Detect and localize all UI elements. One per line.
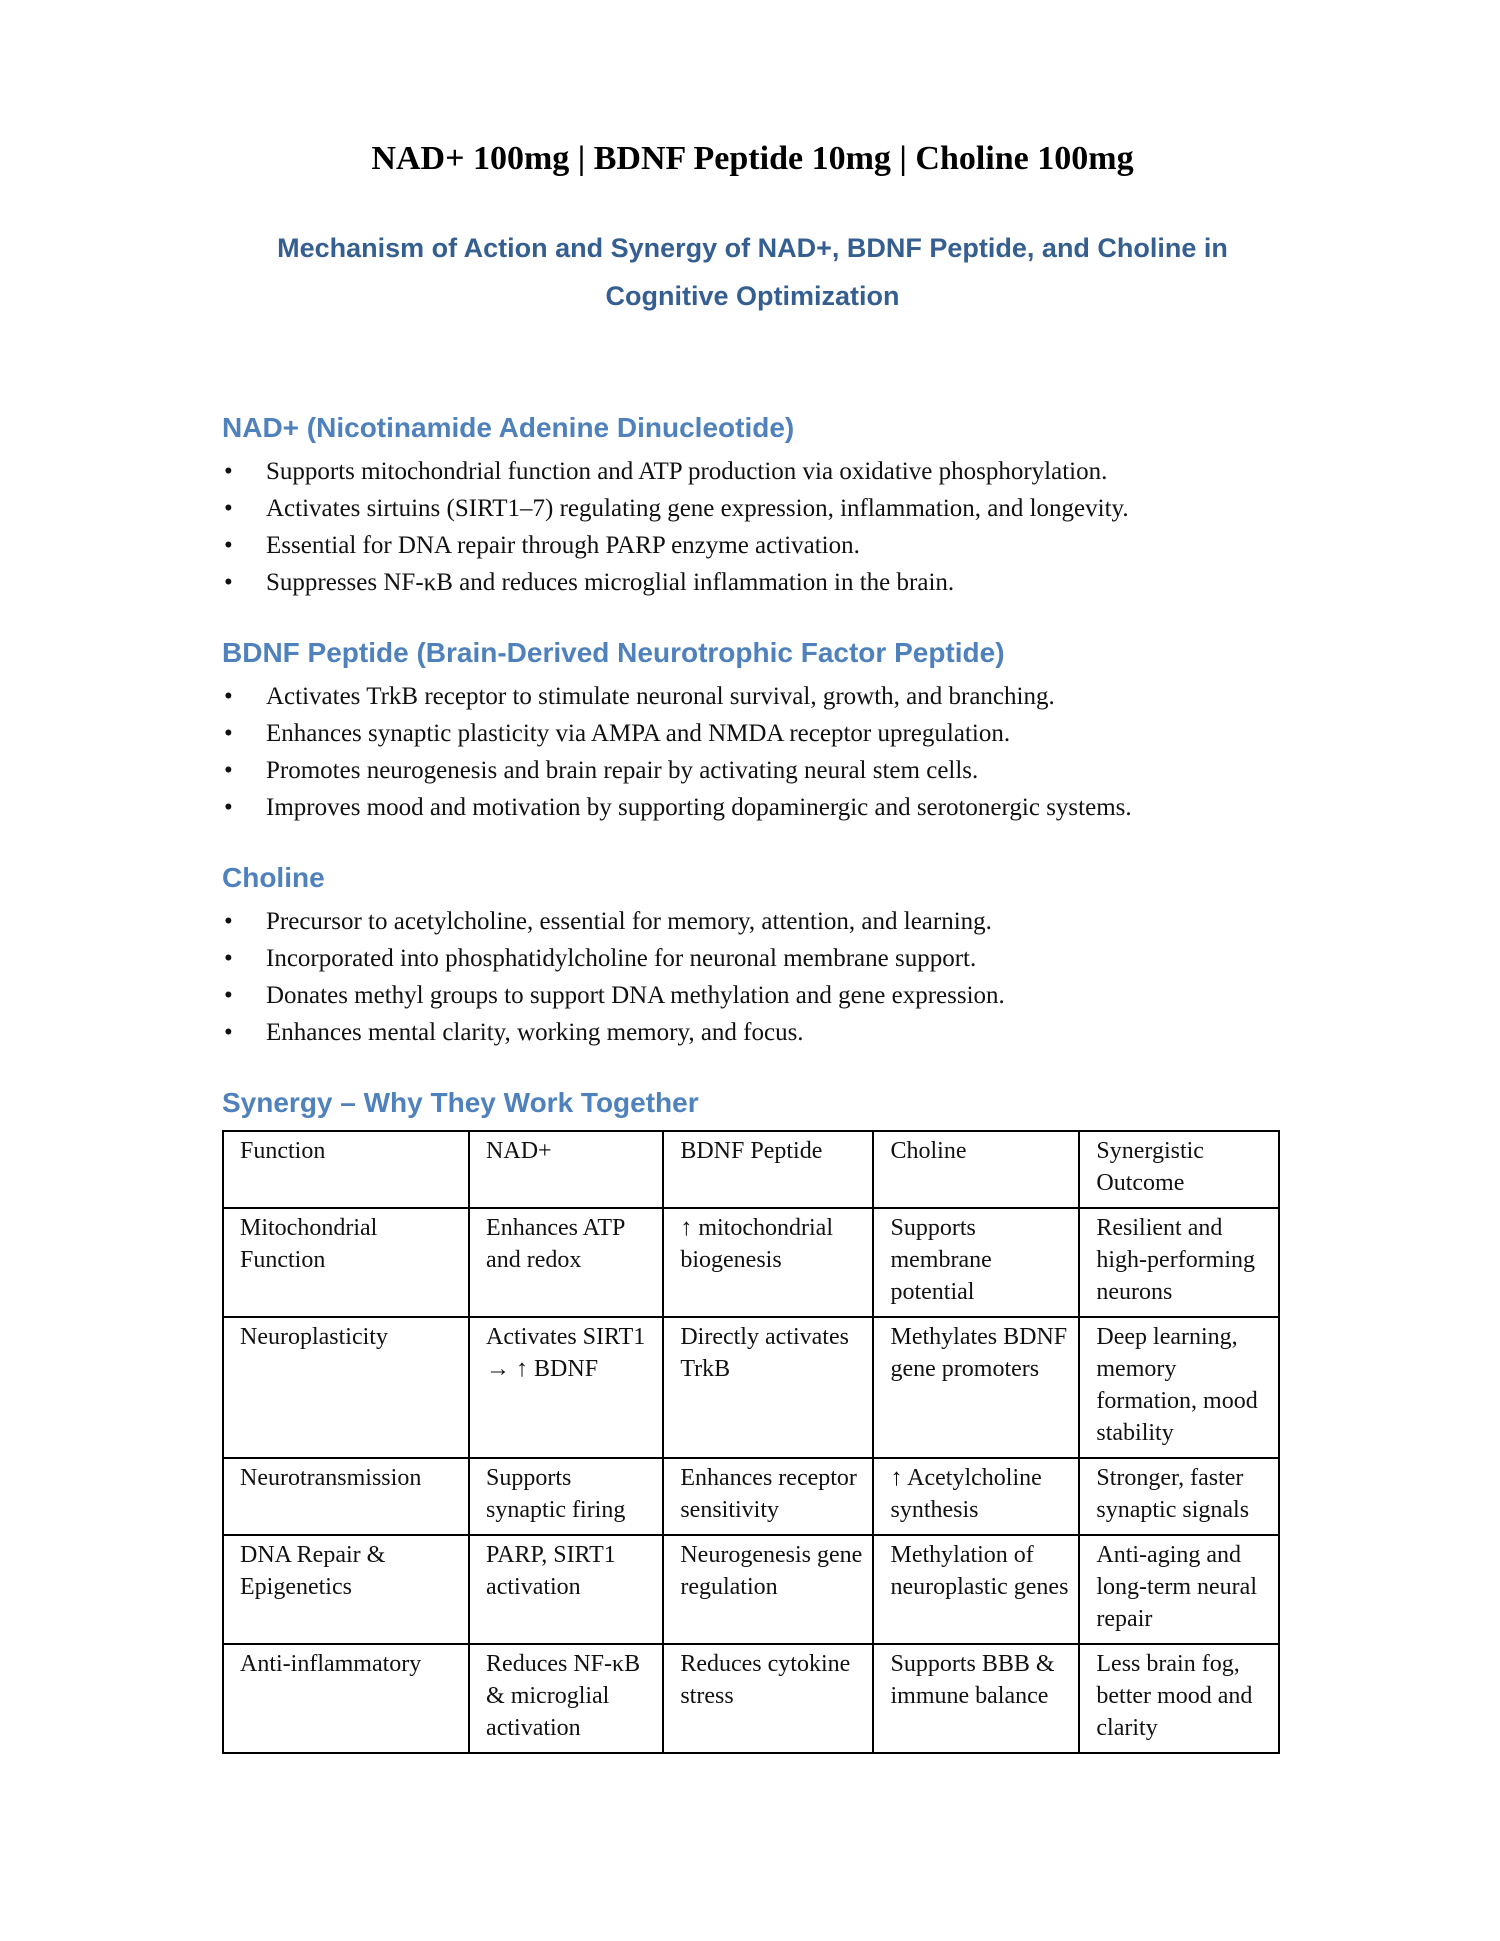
section-heading-choline: Choline — [222, 862, 325, 893]
header-cell-choline: Choline — [872, 1130, 1081, 1209]
table-row: Neuroplasticity Activates SIRT1 → ↑ BDNF… — [221, 1316, 1280, 1459]
bullet-item: Supports mitochondrial function and ATP … — [222, 453, 1283, 490]
section-synergy: Synergy – Why They Work Together Functio… — [221, 1087, 1283, 1754]
table-cell: Methylates BDNF gene promoters — [872, 1316, 1081, 1459]
table-cell: PARP, SIRT1 activation — [468, 1534, 665, 1645]
bullet-item: Promotes neurogenesis and brain repair b… — [222, 752, 1283, 789]
table-cell: Stronger, faster synaptic signals — [1078, 1457, 1280, 1536]
bullet-item: Precursor to acetylcholine, essential fo… — [222, 903, 1283, 940]
synergy-table-header: Function NAD+ BDNF Peptide Choline Syner… — [221, 1130, 1280, 1209]
table-cell: Directly activates TrkB — [662, 1316, 875, 1459]
table-cell: DNA Repair & Epigenetics — [221, 1534, 471, 1645]
bullet-item: Enhances mental clarity, working memory,… — [222, 1014, 1283, 1051]
header-cell-nad: NAD+ — [468, 1130, 665, 1209]
header-cell-function: Function — [221, 1130, 471, 1209]
table-cell: Activates SIRT1 → ↑ BDNF — [468, 1316, 665, 1459]
synergy-table-body: Mitochondrial Function Enhances ATP and … — [221, 1207, 1280, 1754]
table-cell: Reduces NF-κB & microglial activation — [468, 1643, 665, 1754]
bullet-item: Activates sirtuins (SIRT1–7) regulating … — [222, 490, 1283, 527]
synergy-table: Function NAD+ BDNF Peptide Choline Syner… — [221, 1130, 1280, 1754]
bullet-item: Incorporated into phosphatidylcholine fo… — [222, 940, 1283, 977]
table-cell: Less brain fog, better mood and clarity — [1078, 1643, 1280, 1754]
section-choline: Choline Precursor to acetylcholine, esse… — [222, 862, 1283, 1051]
nad-bullet-list: Supports mitochondrial function and ATP … — [222, 453, 1283, 601]
table-cell: Resilient and high-performing neurons — [1078, 1207, 1280, 1318]
table-row: Anti-inflammatory Reduces NF-κB & microg… — [221, 1643, 1280, 1754]
header-cell-outcome: Synergistic Outcome — [1078, 1130, 1280, 1209]
document-title: NAD+ 100mg | BDNF Peptide 10mg | Choline… — [371, 140, 1134, 177]
table-row: Neurotransmission Supports synaptic firi… — [221, 1457, 1280, 1536]
table-cell: Neurogenesis gene regulation — [662, 1534, 875, 1645]
table-cell: Supports membrane potential — [872, 1207, 1081, 1318]
table-cell: Neuroplasticity — [221, 1316, 471, 1459]
table-cell: Supports synaptic firing — [468, 1457, 665, 1536]
bullet-item: Improves mood and motivation by supporti… — [222, 789, 1283, 826]
table-cell: Enhances receptor sensitivity — [662, 1457, 875, 1536]
main-heading: Mechanism of Action and Synergy of NAD+,… — [277, 233, 1228, 311]
choline-bullet-list: Precursor to acetylcholine, essential fo… — [222, 903, 1283, 1051]
table-cell: Supports BBB & immune balance — [872, 1643, 1081, 1754]
table-header-row: Function NAD+ BDNF Peptide Choline Syner… — [221, 1130, 1280, 1209]
section-heading-synergy: Synergy – Why They Work Together — [222, 1087, 699, 1118]
section-heading-bdnf: BDNF Peptide (Brain-Derived Neurotrophic… — [222, 637, 1005, 668]
table-cell: Neurotransmission — [221, 1457, 471, 1536]
table-cell: Reduces cytokine stress — [662, 1643, 875, 1754]
bullet-item: Suppresses NF-κB and reduces microglial … — [222, 564, 1283, 601]
table-cell: Mitochondrial Function — [221, 1207, 471, 1318]
table-cell: ↑ mitochondrial biogenesis — [662, 1207, 875, 1318]
table-cell: Anti-inflammatory — [221, 1643, 471, 1754]
header-cell-bdnf: BDNF Peptide — [662, 1130, 875, 1209]
table-cell: ↑ Acetylcholine synthesis — [872, 1457, 1081, 1536]
bullet-item: Activates TrkB receptor to stimulate neu… — [222, 678, 1283, 715]
table-cell: Methylation of neuroplastic genes — [872, 1534, 1081, 1645]
bullet-item: Donates methyl groups to support DNA met… — [222, 977, 1283, 1014]
bdnf-bullet-list: Activates TrkB receptor to stimulate neu… — [222, 678, 1283, 826]
table-cell: Enhances ATP and redox — [468, 1207, 665, 1318]
bullet-item: Essential for DNA repair through PARP en… — [222, 527, 1283, 564]
section-nad: NAD+ (Nicotinamide Adenine Dinucleotide)… — [222, 412, 1283, 601]
section-heading-nad: NAD+ (Nicotinamide Adenine Dinucleotide) — [222, 412, 795, 443]
table-row: DNA Repair & Epigenetics PARP, SIRT1 act… — [221, 1534, 1280, 1645]
section-bdnf: BDNF Peptide (Brain-Derived Neurotrophic… — [222, 637, 1283, 826]
bullet-item: Enhances synaptic plasticity via AMPA an… — [222, 715, 1283, 752]
table-cell: Deep learning, memory formation, mood st… — [1078, 1316, 1280, 1459]
table-row: Mitochondrial Function Enhances ATP and … — [221, 1207, 1280, 1318]
table-cell: Anti-aging and long-term neural repair — [1078, 1534, 1280, 1645]
